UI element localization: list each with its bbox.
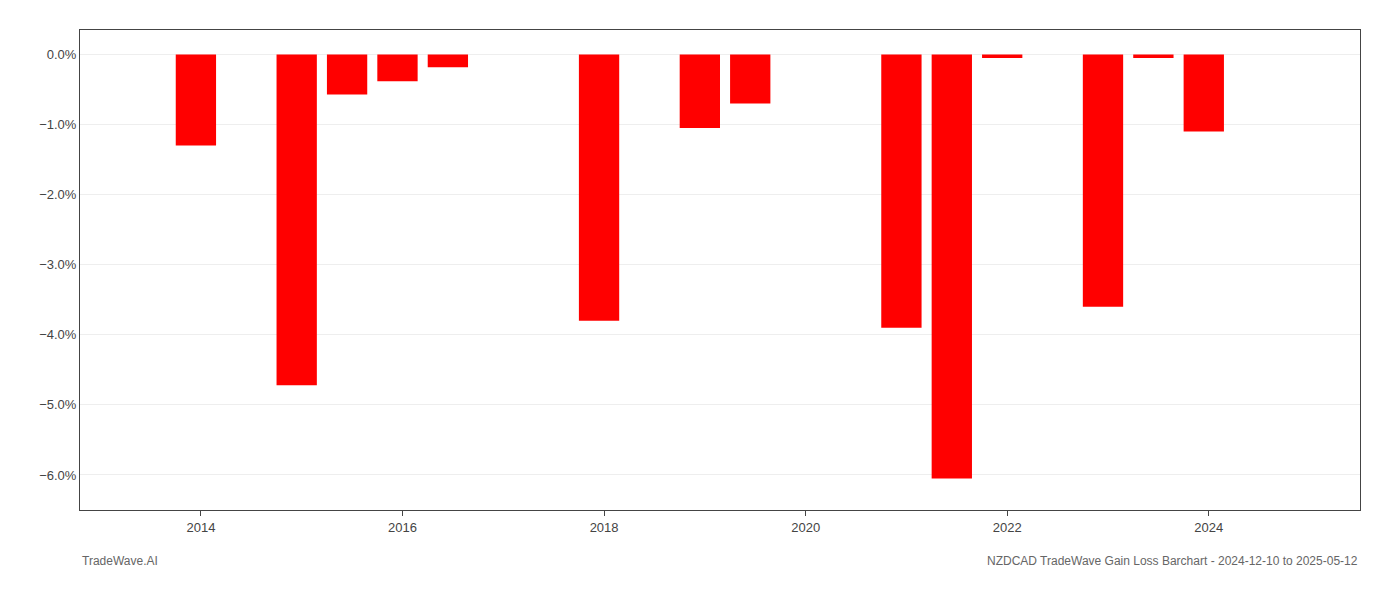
svg-text:−1.0%: −1.0% <box>39 117 77 132</box>
svg-text:−5.0%: −5.0% <box>39 397 77 412</box>
svg-text:2020: 2020 <box>791 520 820 535</box>
svg-text:TradeWave.AI: TradeWave.AI <box>82 554 158 568</box>
svg-text:2022: 2022 <box>993 520 1022 535</box>
svg-text:2016: 2016 <box>388 520 417 535</box>
svg-text:−2.0%: −2.0% <box>39 187 77 202</box>
svg-text:2018: 2018 <box>590 520 619 535</box>
svg-text:2024: 2024 <box>1194 520 1223 535</box>
svg-text:NZDCAD TradeWave Gain Loss Bar: NZDCAD TradeWave Gain Loss Barchart - 20… <box>987 554 1358 568</box>
svg-text:0.0%: 0.0% <box>47 47 77 62</box>
svg-text:−6.0%: −6.0% <box>39 468 77 483</box>
svg-text:2014: 2014 <box>186 520 215 535</box>
svg-text:−3.0%: −3.0% <box>39 257 77 272</box>
svg-text:−4.0%: −4.0% <box>39 327 77 342</box>
